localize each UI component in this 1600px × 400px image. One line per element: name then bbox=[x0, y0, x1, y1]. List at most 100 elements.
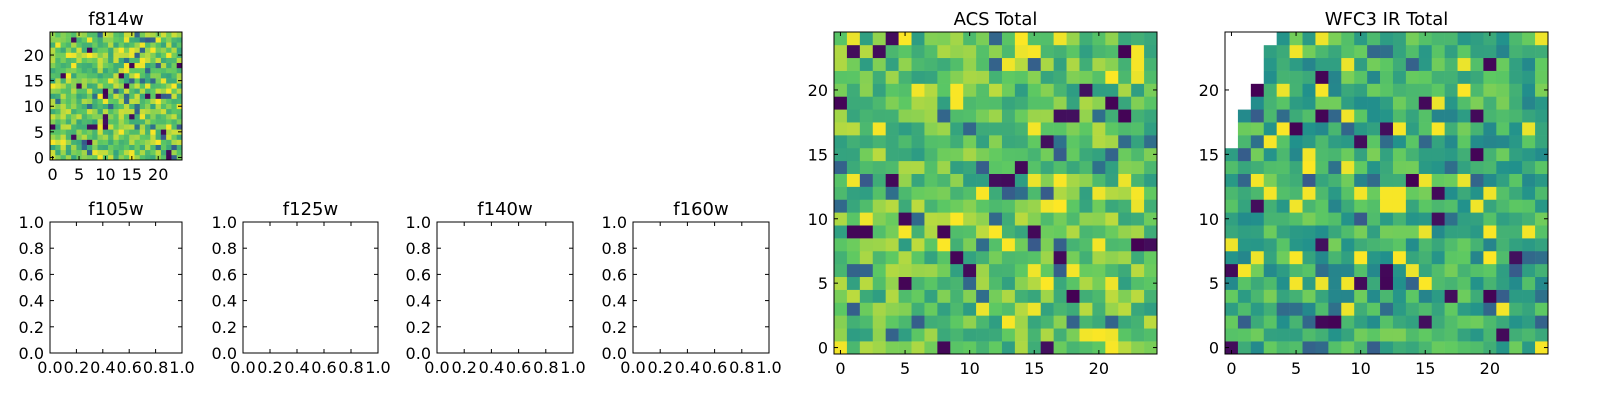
heatmap-cell bbox=[145, 98, 151, 104]
axes-frame bbox=[1224, 31, 1549, 355]
heatmap-cell bbox=[71, 98, 77, 104]
heatmap-cell bbox=[71, 144, 77, 151]
heatmap-cell bbox=[155, 113, 162, 120]
heatmap-cell bbox=[1522, 70, 1536, 84]
heatmap-cell bbox=[1509, 225, 1523, 239]
heatmap-cell bbox=[65, 42, 72, 48]
heatmap-cell bbox=[60, 129, 67, 135]
heatmap-cell bbox=[1405, 212, 1420, 226]
heatmap-cell bbox=[1341, 160, 1355, 174]
heatmap-cell bbox=[134, 108, 141, 115]
heatmap-cell bbox=[134, 42, 141, 48]
heatmap-cell bbox=[1014, 70, 1029, 84]
heatmap-cell bbox=[911, 109, 925, 123]
heatmap-cell bbox=[71, 62, 77, 69]
heatmap-cell bbox=[123, 129, 130, 135]
heatmap-cell bbox=[911, 225, 925, 239]
heatmap-cell bbox=[1092, 44, 1106, 59]
heatmap-cell bbox=[1431, 96, 1445, 110]
heatmap-cell bbox=[60, 78, 67, 84]
heatmap-cell bbox=[1496, 225, 1510, 239]
heatmap-cell bbox=[71, 113, 77, 120]
heatmap-cell bbox=[937, 173, 951, 187]
heatmap-cell bbox=[55, 139, 61, 145]
heatmap-cell bbox=[55, 93, 61, 99]
heatmap-cell bbox=[139, 103, 146, 110]
heatmap-cell bbox=[81, 57, 88, 64]
heatmap-cell bbox=[1302, 83, 1316, 97]
heatmap-cell bbox=[1392, 57, 1407, 71]
heatmap-cell bbox=[1405, 250, 1420, 265]
heatmap-cell bbox=[1001, 57, 1016, 71]
heatmap-cell bbox=[950, 328, 964, 342]
heatmap-cell bbox=[1237, 83, 1252, 97]
heatmap-cell bbox=[176, 98, 183, 104]
heatmap-cell bbox=[1380, 70, 1394, 84]
y-tick-label: 5 bbox=[1209, 274, 1219, 293]
heatmap-cell bbox=[846, 276, 861, 290]
heatmap-cell bbox=[76, 67, 82, 74]
heatmap-cell bbox=[1522, 122, 1536, 136]
heatmap-cell bbox=[1315, 302, 1329, 316]
heatmap-cell bbox=[1496, 173, 1510, 187]
heatmap-cell bbox=[1066, 109, 1080, 123]
heatmap-cell bbox=[1392, 109, 1407, 123]
heatmap-cell bbox=[846, 147, 861, 162]
heatmap-cell bbox=[1315, 147, 1329, 162]
heatmap-cell bbox=[1276, 32, 1290, 46]
heatmap-cell bbox=[1225, 341, 1239, 355]
heatmap-cell bbox=[1483, 238, 1497, 252]
heatmap-cell bbox=[1483, 32, 1497, 46]
heatmap-cell bbox=[1289, 122, 1303, 136]
heatmap-cell bbox=[1496, 186, 1510, 200]
x-tick-label: 1.0 bbox=[169, 358, 194, 377]
heatmap-cell bbox=[97, 37, 104, 43]
heatmap-cell bbox=[50, 57, 56, 64]
heatmap-cell bbox=[1405, 238, 1420, 252]
heatmap-cell bbox=[1092, 173, 1106, 187]
heatmap-cell bbox=[872, 147, 886, 162]
heatmap-cell bbox=[1392, 173, 1407, 187]
heatmap-cell bbox=[55, 67, 61, 74]
heatmap-cell bbox=[1237, 212, 1252, 226]
heatmap-cell bbox=[55, 37, 61, 43]
heatmap-cell bbox=[898, 238, 912, 252]
heatmap-cell bbox=[1027, 186, 1042, 200]
heatmap-cell bbox=[1315, 186, 1329, 200]
heatmap-cell bbox=[86, 134, 93, 140]
heatmap-cell bbox=[1144, 135, 1158, 149]
heatmap-cell bbox=[1250, 160, 1265, 174]
heatmap-cell bbox=[1040, 57, 1054, 71]
heatmap-cell bbox=[1380, 225, 1394, 239]
heatmap-cell bbox=[885, 289, 899, 303]
heatmap-cell bbox=[134, 52, 141, 58]
heatmap-cell bbox=[108, 98, 114, 104]
heatmap-cell bbox=[924, 225, 938, 239]
heatmap-cell bbox=[1328, 212, 1342, 226]
heatmap-cell bbox=[1509, 263, 1523, 278]
heatmap-cell bbox=[1457, 199, 1471, 213]
heatmap-cell bbox=[1354, 263, 1368, 278]
heatmap-cell bbox=[123, 134, 130, 140]
heatmap-cell bbox=[55, 57, 61, 64]
heatmap-cell bbox=[1470, 147, 1484, 162]
heatmap-cell bbox=[1392, 199, 1407, 213]
heatmap-cell bbox=[1302, 238, 1316, 252]
heatmap-cell bbox=[898, 250, 912, 265]
heatmap-cell bbox=[102, 129, 109, 135]
heatmap-cell bbox=[1289, 328, 1303, 342]
y-tick-label: 10 bbox=[808, 210, 828, 229]
heatmap-cell bbox=[97, 52, 104, 58]
heatmap-cell bbox=[129, 108, 135, 115]
heatmap-cell bbox=[1105, 328, 1119, 342]
heatmap-cell bbox=[963, 238, 977, 252]
heatmap-cell bbox=[1405, 83, 1420, 97]
heatmap-cell bbox=[1250, 238, 1265, 252]
heatmap-cell bbox=[1496, 109, 1510, 123]
heatmap-cell bbox=[859, 160, 874, 174]
heatmap-cell bbox=[1522, 225, 1536, 239]
heatmap-cell bbox=[102, 47, 109, 53]
heatmap-cell bbox=[1144, 250, 1158, 265]
heatmap-cell bbox=[1040, 96, 1054, 110]
heatmap-cell bbox=[176, 72, 183, 79]
